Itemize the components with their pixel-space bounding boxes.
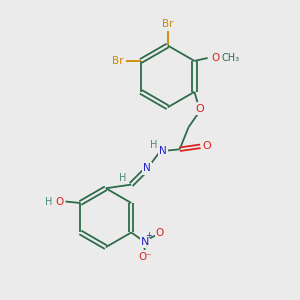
Text: N: N [143,164,151,173]
Text: N: N [141,237,149,247]
Text: Br: Br [162,19,173,29]
Text: Br: Br [112,56,124,66]
Text: O: O [195,103,204,114]
Text: +: + [146,232,152,241]
Text: H: H [45,196,52,206]
Text: O: O [212,53,220,63]
Text: O: O [202,141,211,151]
Text: O: O [55,196,63,206]
Text: O⁻: O⁻ [138,252,152,262]
Text: CH₃: CH₃ [221,53,239,63]
Text: N: N [159,146,167,156]
Text: H: H [149,140,157,150]
Text: O: O [156,228,164,238]
Text: H: H [119,173,127,183]
